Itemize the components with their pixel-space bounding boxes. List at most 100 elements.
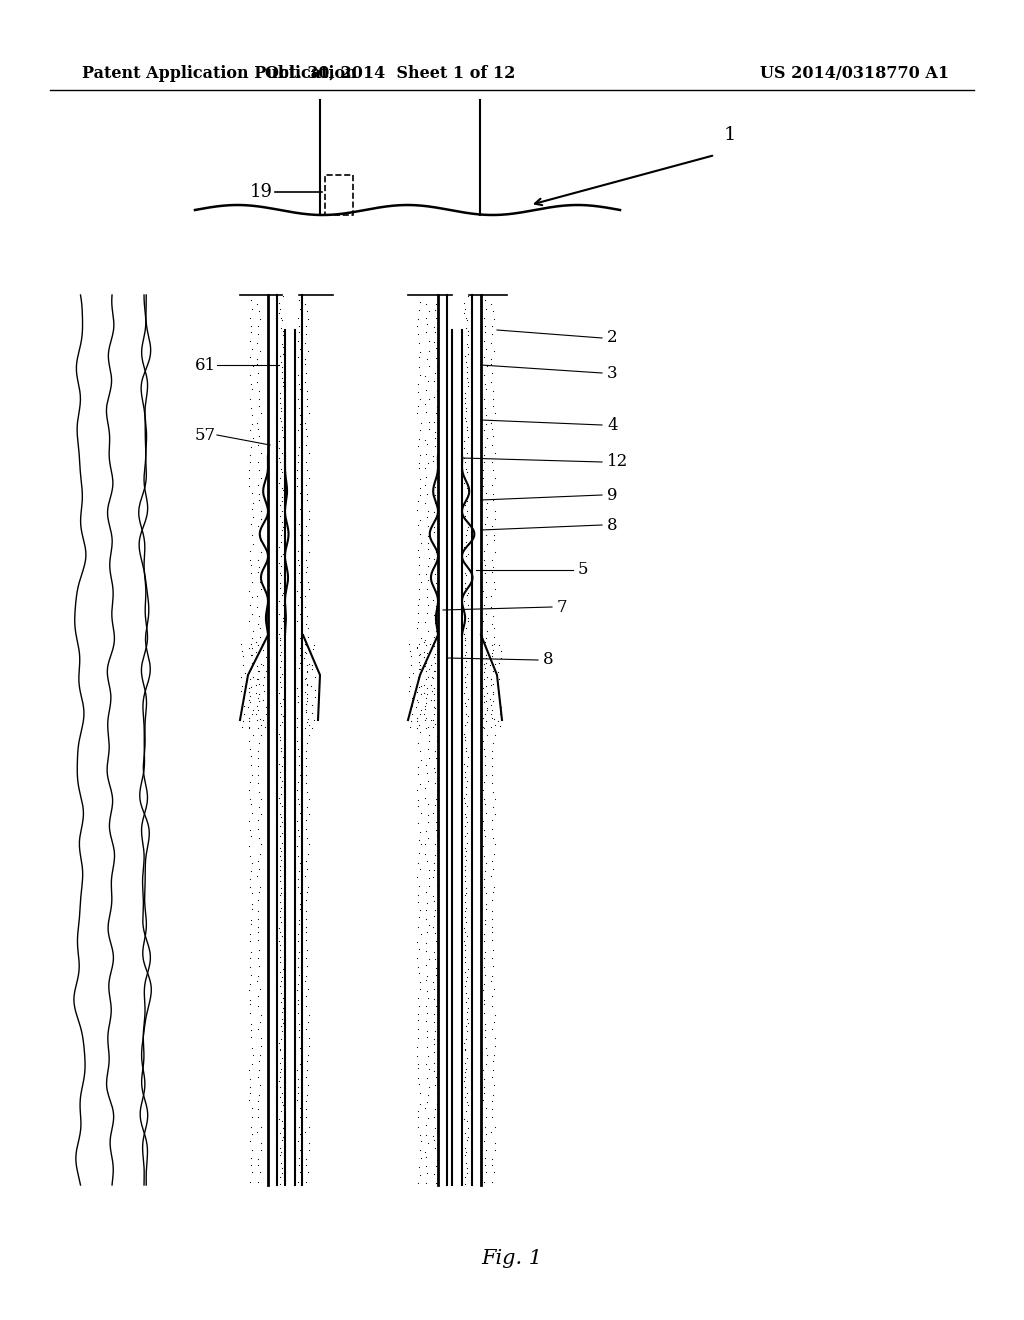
Point [410,1010,426,1031]
Point [490,690,507,711]
Point [292,572,308,593]
Point [477,965,494,986]
Point [420,525,436,546]
Point [250,515,266,536]
Point [271,1122,288,1143]
Point [457,591,473,612]
Point [484,1171,501,1192]
Point [457,804,473,825]
Point [251,858,267,879]
Point [293,355,309,376]
Point [459,1092,475,1113]
Point [410,957,426,978]
Point [244,704,260,725]
Point [412,972,428,993]
Point [272,850,289,871]
Point [257,717,273,738]
Point [486,578,503,599]
Point [426,660,442,681]
Point [476,364,493,385]
Point [485,634,502,655]
Point [299,661,315,682]
Point [418,308,434,329]
Point [273,807,290,828]
Point [244,1106,260,1127]
Point [420,532,436,553]
Point [242,1082,258,1104]
Point [274,285,291,306]
Point [478,620,495,642]
Point [272,1086,289,1107]
Point [475,730,492,751]
Point [252,709,268,730]
Point [483,668,500,689]
Point [298,380,314,401]
Point [457,302,473,323]
Point [419,483,435,504]
Point [274,1012,291,1034]
Point [272,1144,289,1166]
Point [410,1019,426,1040]
Point [422,634,438,655]
Point [242,973,258,994]
Point [419,1045,435,1067]
Point [457,855,473,876]
Point [273,912,290,933]
Point [252,833,268,854]
Point [475,772,492,793]
Point [420,771,436,792]
Point [242,845,258,866]
Point [257,660,273,681]
Point [478,603,495,624]
Point [458,642,474,663]
Point [483,333,500,354]
Point [484,756,501,777]
Point [250,700,266,721]
Point [459,737,475,758]
Point [457,900,473,921]
Point [459,1002,475,1023]
Point [459,1020,475,1041]
Point [292,1162,308,1183]
Point [401,715,418,737]
Point [271,792,288,813]
Point [243,746,259,767]
Point [485,1051,502,1072]
Point [460,372,476,393]
Point [417,1142,433,1163]
Point [459,1008,475,1030]
Point [273,486,290,507]
Point [274,321,291,342]
Point [272,921,289,942]
Point [292,894,308,915]
Point [253,1027,269,1048]
Point [274,711,291,733]
Point [274,372,291,393]
Point [475,836,492,857]
Point [298,1107,314,1129]
Point [291,374,307,395]
Point [273,1092,290,1113]
Point [242,1068,258,1089]
Point [249,1067,265,1088]
Point [485,876,502,898]
Point [484,781,501,803]
Point [291,861,307,882]
Point [426,521,442,543]
Point [425,884,441,906]
Point [457,866,473,887]
Point [412,420,428,441]
Point [257,697,273,718]
Point [299,661,315,682]
Point [417,656,433,677]
Point [243,513,259,535]
Point [478,1053,495,1074]
Point [482,694,499,715]
Point [475,549,492,570]
Point [303,694,319,715]
Point [460,688,476,709]
Point [272,1052,289,1073]
Point [252,524,268,545]
Point [290,1130,306,1151]
Point [237,663,253,684]
